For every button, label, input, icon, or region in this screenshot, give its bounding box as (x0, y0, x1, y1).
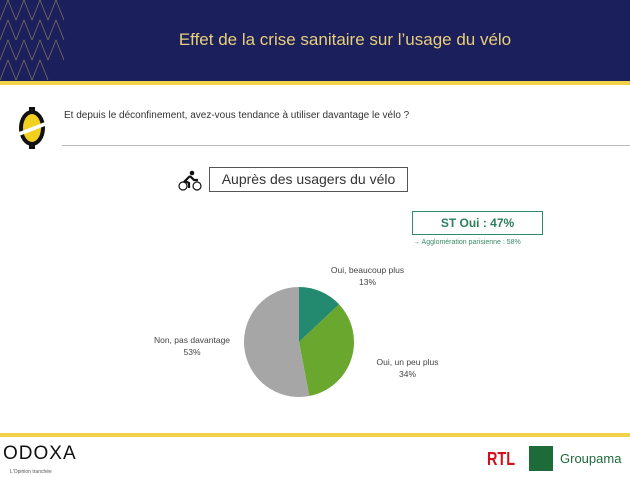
label-un-peu-plus: Oui, un peu plus 34% (360, 356, 455, 380)
page-title: Effet de la crise sanitaire sur l’usage … (178, 30, 512, 49)
survey-question: Et depuis le déconfinement, avez-vous te… (64, 110, 410, 121)
odoxa-question-icon (19, 107, 45, 149)
label-beaucoup-plus: Oui, beaucoup plus 13% (320, 264, 415, 288)
header-banner: Effet de la crise sanitaire sur l’usage … (0, 0, 630, 81)
st-oui-summary: ST Oui : 47% (412, 211, 543, 235)
question-divider (62, 145, 630, 146)
slice-label: Oui, beaucoup plus (330, 265, 405, 275)
slice-value: 53% (183, 347, 201, 357)
slice-value: 13% (358, 277, 376, 287)
rtl-logo: RTL (487, 449, 515, 469)
footer-divider (0, 433, 630, 437)
label-pas-davantage: Non, pas davantage 53% (142, 334, 242, 358)
population-subtitle: Auprès des usagers du vélo (209, 167, 408, 192)
odoxa-tagline: L'Opinion tranchée (10, 469, 52, 475)
pie-slice-2 (243, 287, 310, 397)
slice-label: Non, pas davantage (153, 335, 231, 345)
header-divider (0, 81, 630, 85)
slice-value: 34% (398, 369, 416, 379)
pie-slice-0 (299, 287, 340, 342)
pie-slice-1 (299, 304, 354, 397)
slice-label: Oui, un peu plus (376, 357, 439, 367)
paris-note: → Agglomération parisienne : 58% (413, 239, 521, 246)
cyclist-icon (178, 170, 202, 191)
groupama-logo: Groupama (560, 451, 622, 466)
odoxa-logo: ODOXA (3, 443, 77, 464)
chevron-pattern-decoration (0, 0, 65, 81)
groupama-logo-icon (529, 446, 553, 471)
